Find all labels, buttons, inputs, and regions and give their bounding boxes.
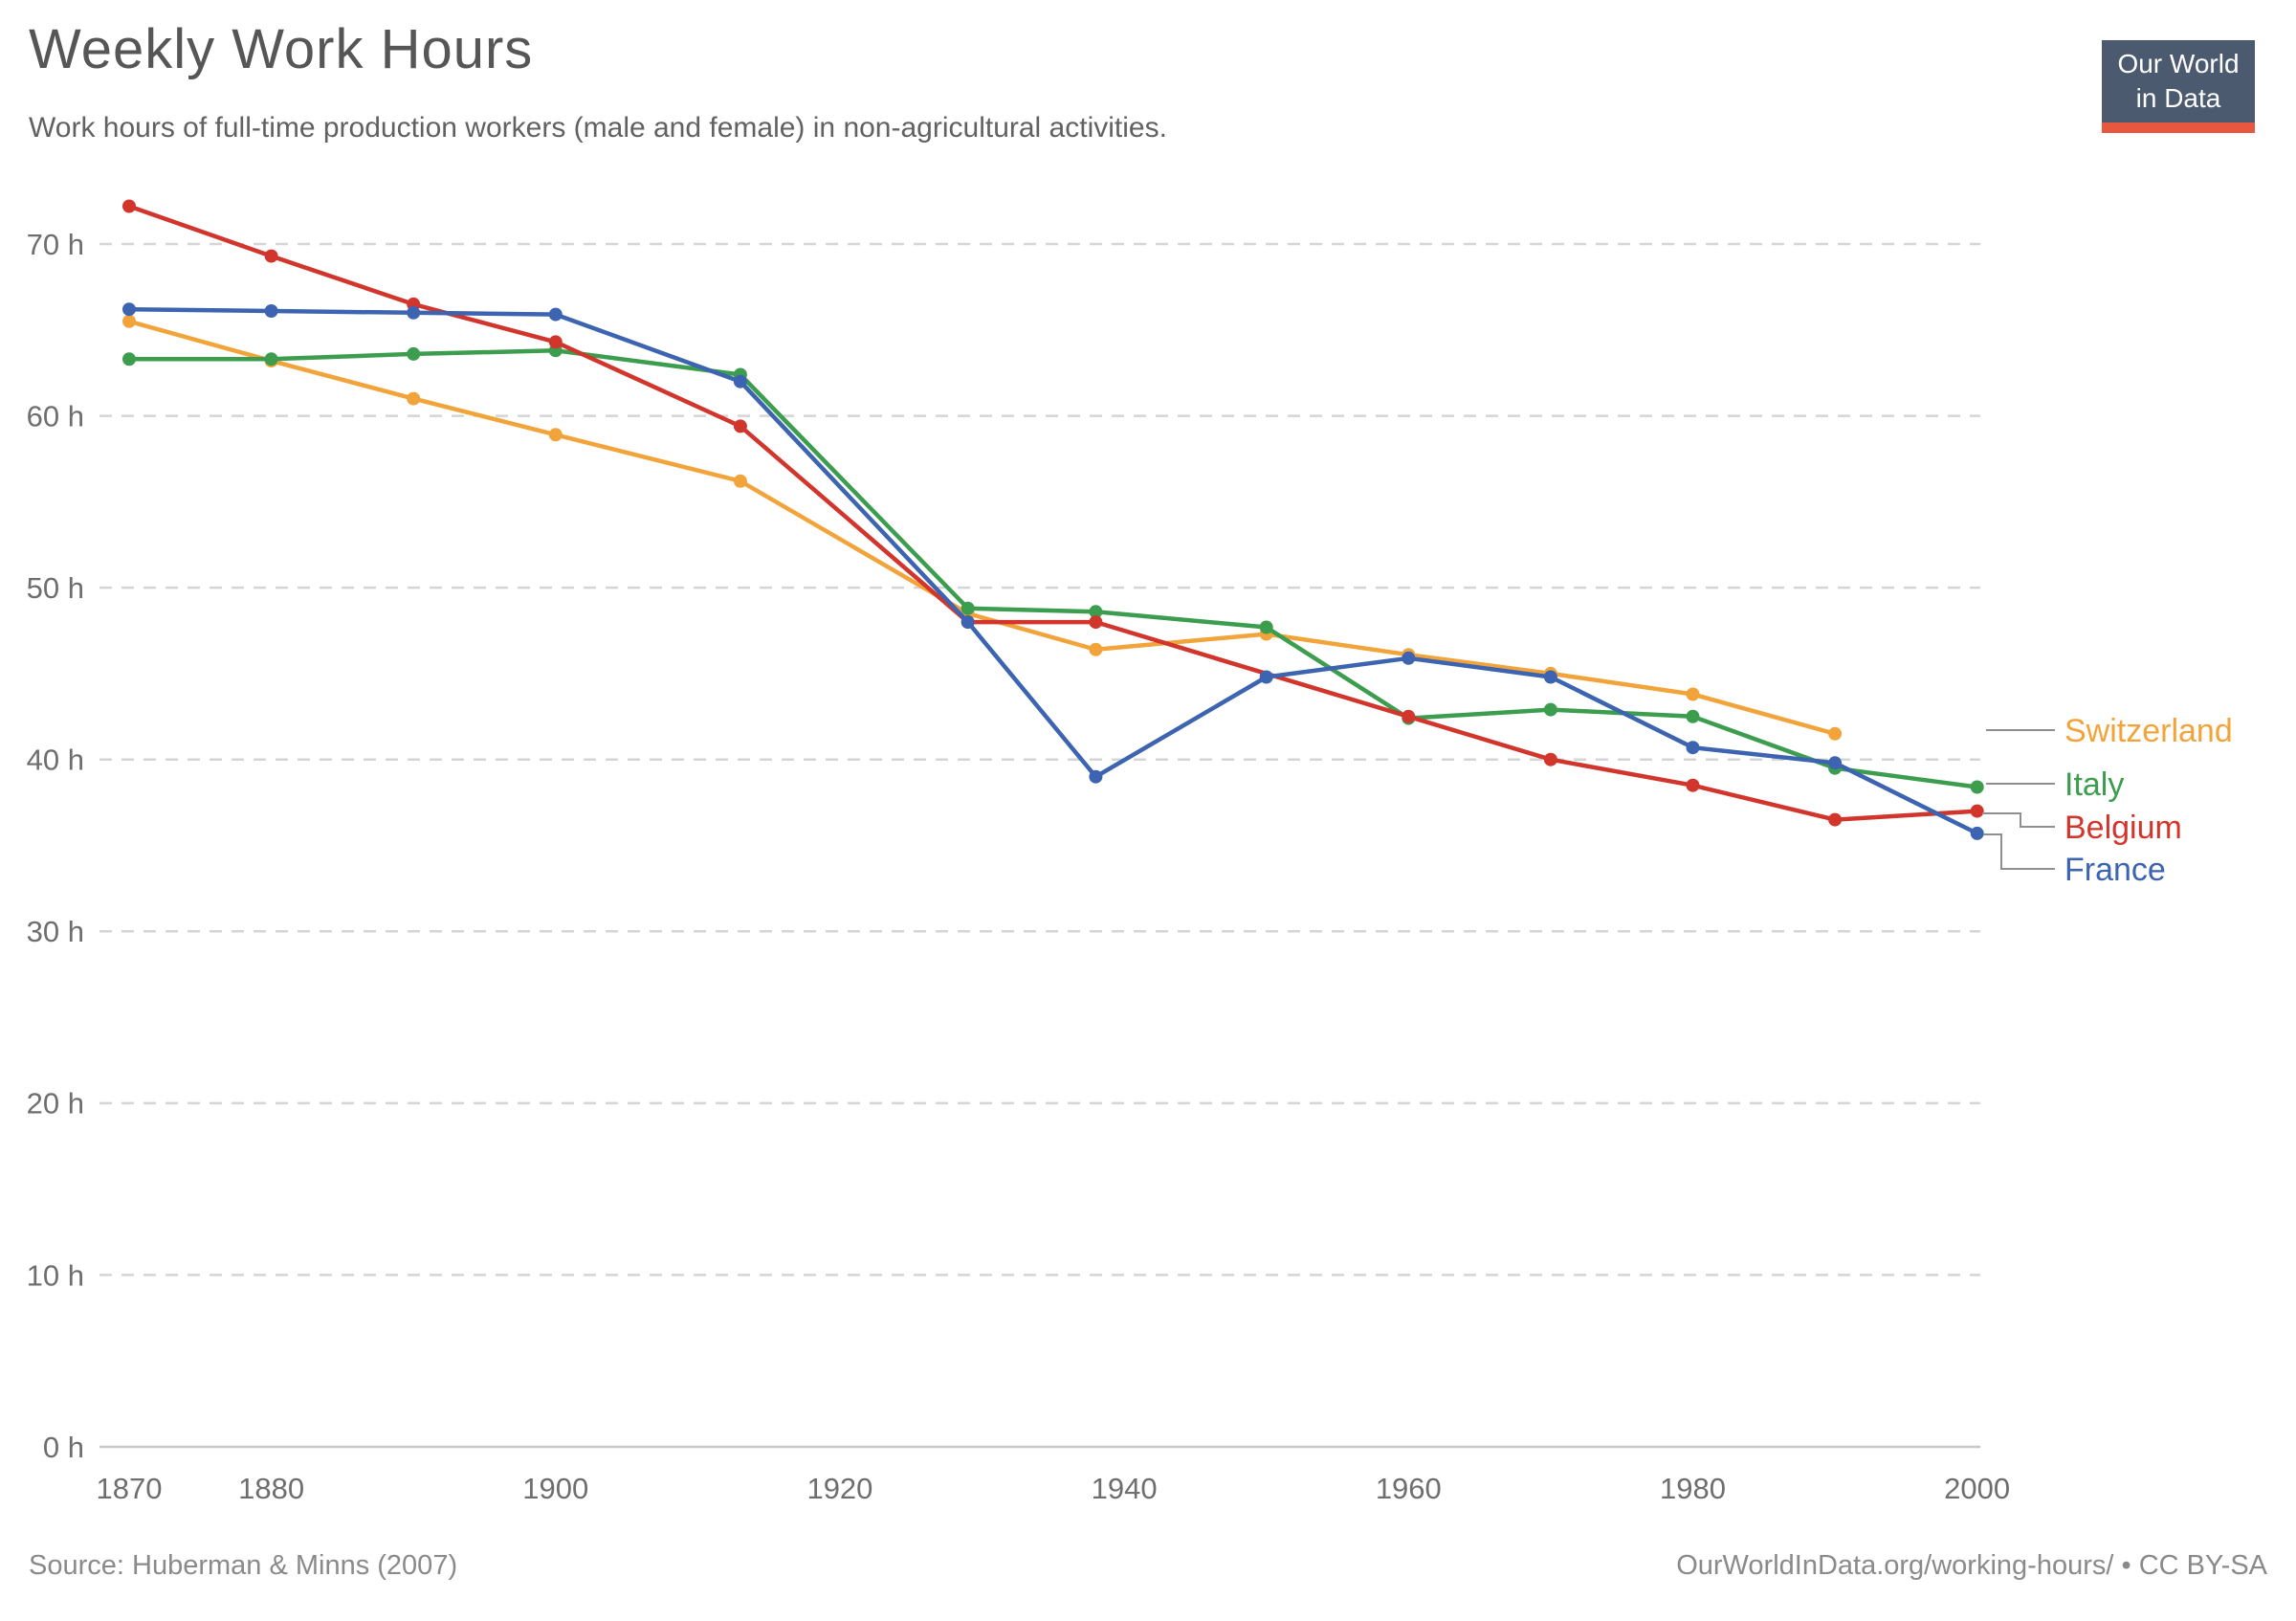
owid-logo-line1: Our World: [2117, 49, 2240, 78]
data-point-france-1970[interactable]: [1543, 670, 1557, 684]
x-tick-label-1880: 1880: [238, 1472, 304, 1505]
data-point-switzerland-1990[interactable]: [1828, 726, 1843, 741]
data-point-belgium-2000[interactable]: [1970, 804, 1984, 818]
data-point-italy-1890[interactable]: [407, 346, 421, 361]
data-point-italy-2000[interactable]: [1970, 780, 1984, 794]
series-line-belgium[interactable]: [126, 204, 1979, 822]
owid-logo-line2: in Data: [2135, 82, 2221, 113]
data-point-france-1890[interactable]: [407, 305, 421, 320]
x-tick-label-1940: 1940: [1092, 1472, 1158, 1505]
y-tick-label-30h: 30 h: [27, 915, 84, 948]
y-tick-label-10h: 10 h: [27, 1258, 84, 1292]
data-point-belgium-1990[interactable]: [1828, 812, 1843, 827]
data-point-france-1913[interactable]: [733, 374, 747, 389]
chart-footer: Source: Huberman & Minns (2007) OurWorld…: [29, 1550, 2267, 1582]
data-point-france-1980[interactable]: [1686, 741, 1700, 755]
y-tick-label-50h: 50 h: [27, 571, 84, 605]
data-point-switzerland-1890[interactable]: [407, 391, 421, 406]
data-point-italy-1938[interactable]: [1089, 605, 1103, 619]
y-tick-label-60h: 60 h: [27, 399, 84, 433]
source-note: Source: Huberman & Minns (2007): [29, 1550, 458, 1581]
legend-label-belgium[interactable]: Belgium: [2064, 810, 2182, 846]
data-point-france-1929[interactable]: [960, 615, 975, 630]
x-tick-label-1980: 1980: [1660, 1472, 1726, 1505]
data-point-switzerland-1900[interactable]: [548, 428, 563, 442]
data-point-belgium-1938[interactable]: [1089, 615, 1103, 630]
data-point-belgium-1900[interactable]: [548, 335, 563, 349]
data-point-italy-1929[interactable]: [960, 601, 975, 615]
data-point-belgium-1980[interactable]: [1686, 778, 1700, 792]
data-point-belgium-1880[interactable]: [264, 249, 278, 263]
legend-label-switzerland[interactable]: Switzerland: [2064, 713, 2233, 749]
legend-label-france[interactable]: France: [2064, 852, 2166, 888]
data-point-france-1870[interactable]: [122, 302, 136, 317]
data-point-italy-1950[interactable]: [1259, 620, 1273, 634]
data-point-france-1950[interactable]: [1259, 670, 1273, 684]
owid-logo-text: Our World in Data: [2102, 40, 2255, 122]
data-point-switzerland-1913[interactable]: [733, 474, 747, 488]
series-line-switzerland[interactable]: [126, 319, 1838, 737]
data-point-italy-1880[interactable]: [264, 352, 278, 366]
x-tick-label-1900: 1900: [522, 1472, 588, 1505]
attribution-note: OurWorldInData.org/working-hours/ • CC B…: [1676, 1550, 2267, 1581]
data-point-france-1900[interactable]: [548, 307, 563, 322]
page-subtitle: Work hours of full-time production worke…: [29, 112, 1167, 144]
y-tick-label-20h: 20 h: [27, 1087, 84, 1121]
y-tick-label-40h: 40 h: [27, 744, 84, 777]
data-point-belgium-1960[interactable]: [1402, 709, 1416, 723]
data-point-france-1990[interactable]: [1828, 756, 1843, 770]
data-point-france-1880[interactable]: [264, 304, 278, 318]
data-point-switzerland-1938[interactable]: [1089, 642, 1103, 656]
page-title: Weekly Work Hours: [29, 18, 534, 80]
data-point-italy-1870[interactable]: [122, 352, 136, 366]
data-point-belgium-1970[interactable]: [1543, 752, 1557, 766]
x-tick-label-1870: 1870: [97, 1472, 163, 1505]
series-line-france[interactable]: [126, 306, 1979, 836]
y-tick-label-0h: 0 h: [43, 1431, 84, 1464]
data-point-switzerland-1870[interactable]: [122, 314, 136, 328]
x-tick-label-1920: 1920: [806, 1472, 872, 1505]
owid-logo[interactable]: Our World in Data: [2102, 40, 2255, 133]
data-point-france-2000[interactable]: [1970, 826, 1984, 840]
data-point-italy-1970[interactable]: [1543, 702, 1557, 717]
x-tick-label-1960: 1960: [1376, 1472, 1442, 1505]
legend-label-italy[interactable]: Italy: [2064, 766, 2125, 803]
x-tick-label-2000: 2000: [1944, 1472, 2010, 1505]
data-point-switzerland-1980[interactable]: [1686, 687, 1700, 701]
legend-leader-belgium: [1982, 812, 2055, 828]
data-point-france-1938[interactable]: [1089, 769, 1103, 784]
legend-leader-france: [1983, 833, 2055, 870]
data-point-belgium-1870[interactable]: [122, 199, 136, 213]
data-point-belgium-1913[interactable]: [733, 419, 747, 433]
y-tick-label-70h: 70 h: [27, 228, 84, 261]
data-point-france-1960[interactable]: [1402, 651, 1416, 665]
owid-logo-accent-bar: [2102, 122, 2255, 133]
data-point-italy-1980[interactable]: [1686, 709, 1700, 723]
